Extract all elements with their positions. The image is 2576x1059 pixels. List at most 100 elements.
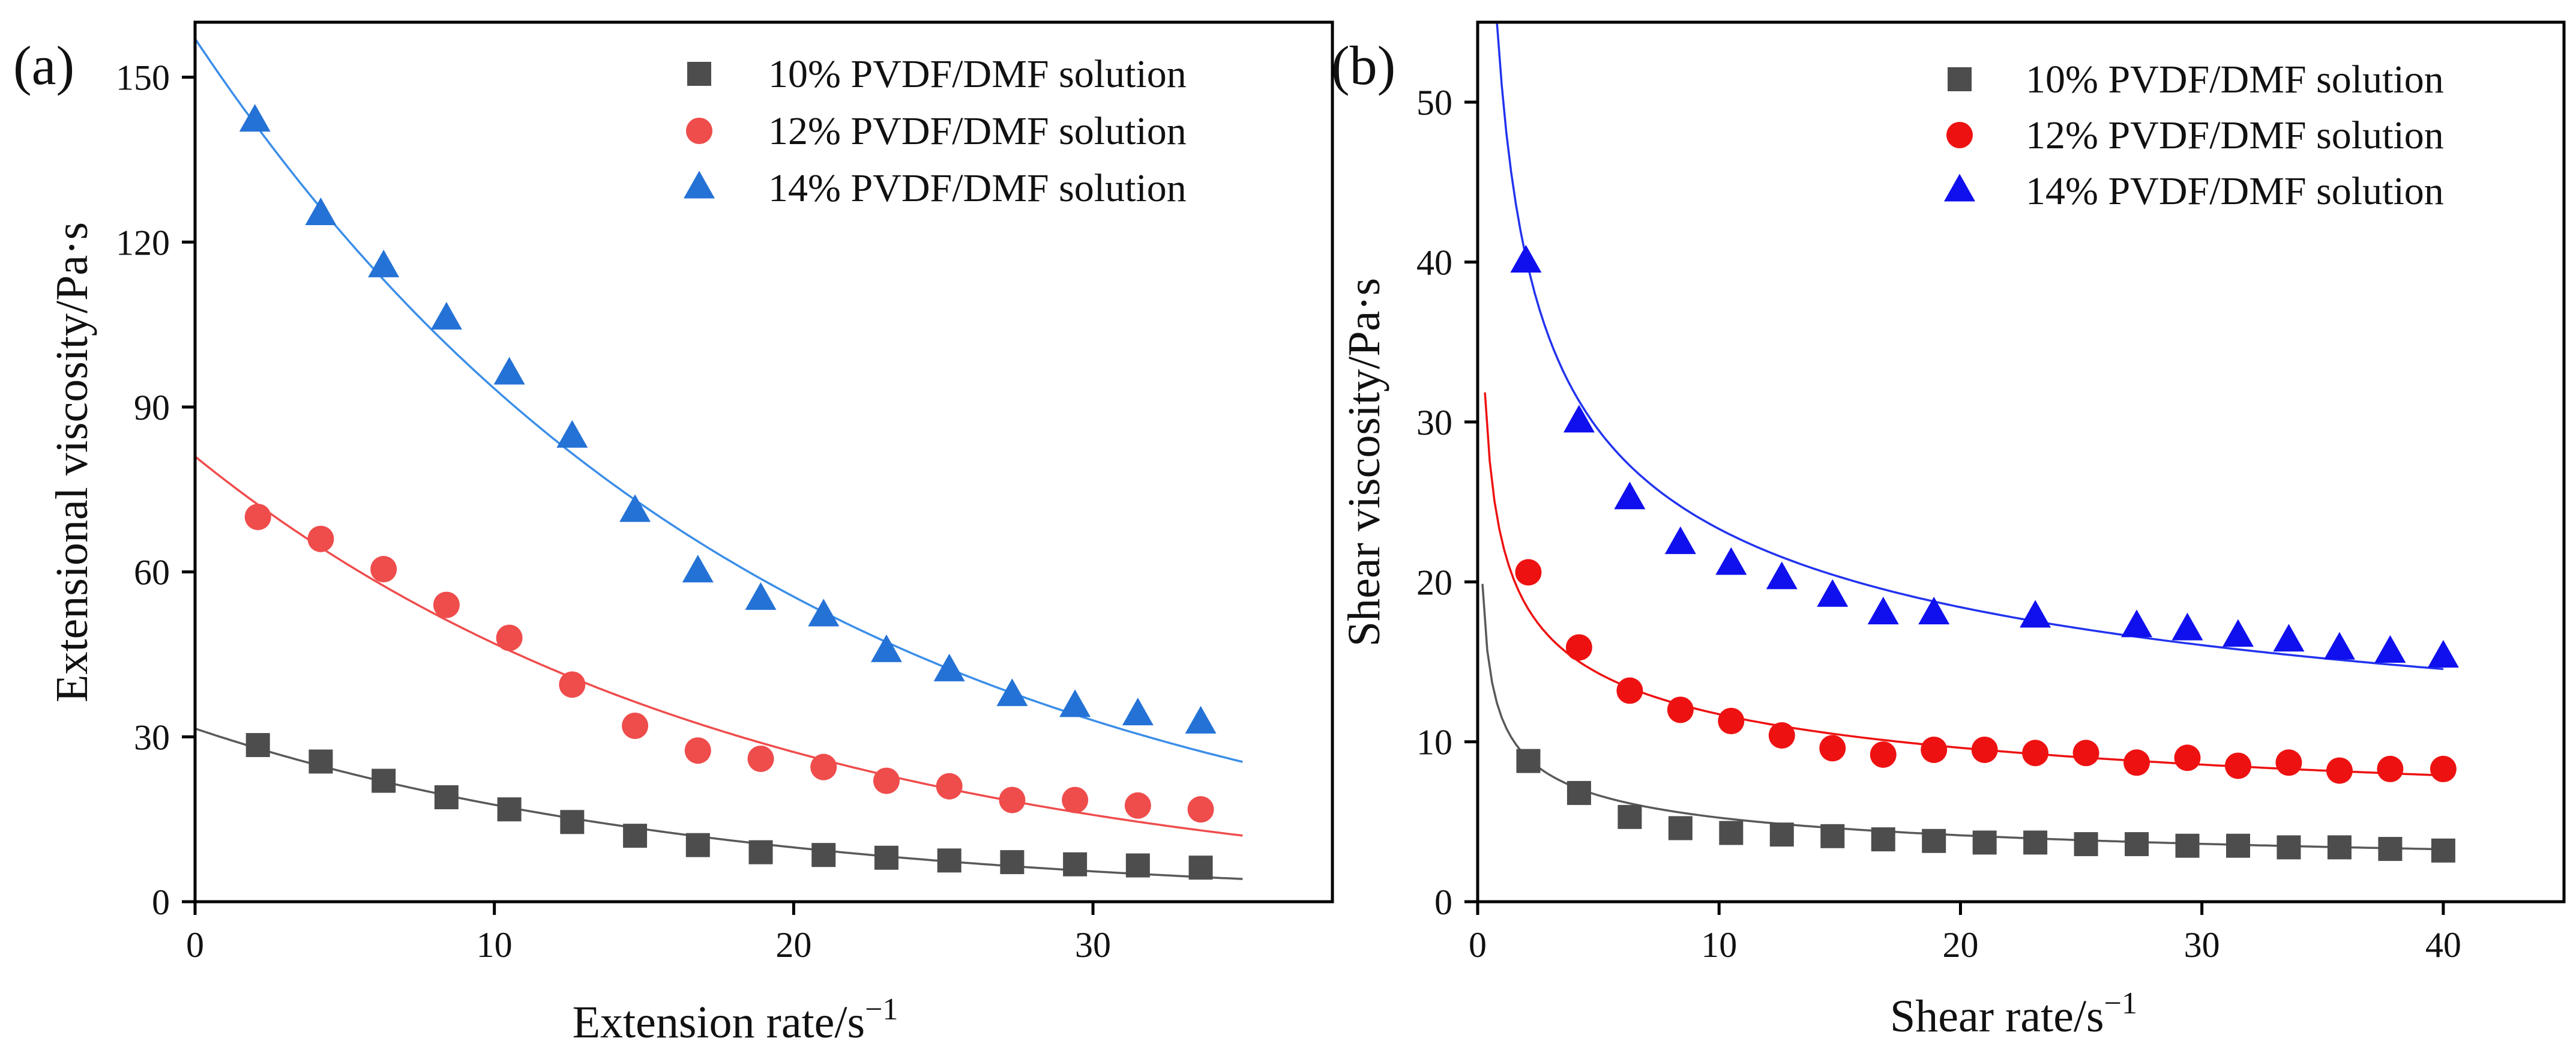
panel-b-series-1-point: [2175, 833, 2200, 858]
panel-a-series-1-point: [1000, 850, 1025, 875]
panel-b-x-tick-label: 30: [2184, 925, 2220, 965]
panel-b-series-1-point: [1618, 804, 1642, 829]
panel-a-series-3-point: [239, 104, 271, 132]
panel-b-legend-marker-2: [1946, 122, 1973, 148]
panel-b-series-3-point: [1715, 547, 1747, 575]
panel-a-series-1-point: [1125, 853, 1150, 878]
panel-a-series-3-point: [808, 599, 840, 627]
panel-b-series-1-point: [2327, 835, 2352, 860]
panel-a-plot-frame: [193, 20, 1334, 904]
panel-b-fit-curve-2: [1484, 392, 2443, 777]
panel-a-chart: 0 10 20 30 0 30 60 90 120 150 (a) Extension rate…: [13, 20, 1334, 1048]
panel-b-series-1-point: [1972, 830, 1997, 855]
panel-b-series-2-point: [2072, 740, 2099, 767]
panel-a-series-2-point: [936, 773, 963, 800]
panel-b-y-tick-label: 50: [1416, 83, 1452, 122]
panel-a-x-tick-label: 30: [1075, 925, 1111, 965]
panel-b-series-3-point: [1918, 597, 1950, 625]
panel-a-series-2-point: [559, 671, 586, 698]
panel-b-series-1-point: [1668, 816, 1693, 840]
panel-b-plot-frame: [1476, 20, 2566, 904]
panel-b-fit-curve-3: [1496, 23, 2444, 671]
panel-b-y-axis-title: Shear viscosity/Pa·s: [1339, 278, 1389, 647]
panel-a-x-axis-title-main: Extension rate/s: [573, 997, 865, 1048]
panel-b-series-2-point: [2275, 749, 2302, 776]
panel-a-series-2-point: [810, 753, 837, 780]
panel-b-x-tick-label: 10: [1701, 925, 1737, 965]
panel-b-legend-label-3: 14% PVDF/DMF solution: [2026, 169, 2444, 213]
panel-a-series-2-point: [370, 556, 397, 583]
panel-b-series-2-point: [1616, 677, 1643, 704]
panel-b-series-1-point: [2226, 833, 2250, 858]
panel-a-y-axis-title: Extensional viscosity/Pa·s: [47, 222, 97, 702]
panel-a-series-1-point: [245, 733, 270, 758]
panel-a-series-1-point: [497, 797, 522, 822]
panel-b-series-3-point: [1510, 245, 1542, 273]
panel-a-series-1-point: [748, 840, 773, 864]
panel-a-series-1-point: [560, 810, 585, 834]
panel-a-series-1-point: [874, 845, 898, 870]
panel-b-series-1-point: [2074, 832, 2098, 857]
panel-a-series-2-point: [496, 624, 523, 651]
panel-b-series-2-point: [1971, 736, 1998, 763]
panel-b-y-tick-label: 40: [1416, 243, 1452, 283]
panel-b-series-1-point: [1922, 828, 1946, 853]
panel-a-series-3-point: [1185, 705, 1217, 734]
panel-b-series-1-point: [1719, 821, 1744, 845]
panel-a-fit-curves: [194, 38, 1243, 880]
panel-b-x-tick-label: 0: [1469, 925, 1487, 965]
panel-b-series-2-point: [2174, 744, 2201, 771]
panel-b-y-tick-label: 20: [1416, 563, 1452, 602]
panel-a-series-1-point: [308, 749, 333, 774]
panel-b-legend-marker-1: [1948, 67, 1972, 91]
panel-a-series-1-point: [1188, 855, 1213, 880]
panel-b-series-1-point: [1820, 824, 1845, 848]
panel-b-series-2-point: [1819, 735, 1846, 762]
panel-b-series-1-point: [1516, 749, 1541, 773]
panel-a-x-tick-label: 20: [775, 925, 811, 965]
panel-a-series-2-point: [433, 591, 460, 618]
panel-b-series-3-point: [1563, 405, 1595, 433]
panel-b-series-2-point: [1515, 559, 1542, 586]
panel-b-series-2-point: [1921, 736, 1948, 763]
panel-a-series-1-point: [1063, 852, 1088, 876]
panel-b-series-1-point: [1871, 827, 1895, 852]
panel-a-legend: 10% PVDF/DMF solution 12% PVDF/DMF soluti…: [684, 52, 1187, 210]
panel-a-series-1-point: [372, 768, 396, 793]
panel-b-series-3-point: [1867, 597, 1899, 625]
panel-b-series-3-point: [2323, 632, 2355, 660]
panel-a-markers: [239, 104, 1217, 880]
panel-b-series-2-point: [2430, 755, 2457, 782]
panel-a-series-3-point: [493, 357, 525, 385]
panel-a-series-3-point: [996, 678, 1028, 707]
panel-b-series-2-point: [2225, 752, 2251, 779]
panel-a-series-3-point: [430, 301, 462, 330]
panel-b-series-1-point: [1769, 822, 1794, 847]
panel-a-legend-label-2: 12% PVDF/DMF solution: [768, 109, 1187, 153]
panel-a-y-tick-label: 0: [152, 882, 170, 922]
panel-a-fit-curve-2: [194, 455, 1243, 837]
panel-b-series-2-point: [2123, 749, 2150, 776]
panel-a-series-2-point: [307, 525, 334, 552]
panel-a-series-3-point: [870, 634, 902, 662]
panel-b-series-1-point: [1566, 780, 1591, 805]
panel-b-legend-marker-3: [1944, 173, 1975, 202]
panel-a-label: (a): [13, 35, 74, 96]
panel-a-series-1-point: [623, 824, 648, 848]
panel-b-series-3-point: [1817, 579, 1849, 607]
panel-b-series-2-point: [1667, 696, 1694, 723]
panel-b-markers: [1510, 245, 2459, 863]
panel-a-series-3-point: [1122, 698, 1154, 726]
panel-a-x-tick-label: 0: [186, 925, 204, 965]
panel-a-x-ticks: 0 10 20 30: [186, 902, 1111, 965]
panel-a-series-2-point: [747, 745, 774, 772]
panel-b-series-2-point: [1565, 634, 1592, 661]
panel-a-series-1-point: [937, 848, 961, 873]
panel-a-series-2-point: [1062, 786, 1089, 813]
panel-b-series-3-point: [2020, 600, 2051, 628]
panel-b-x-axis-title-sup: −1: [2104, 986, 2137, 1021]
panel-a-series-2-point: [244, 504, 271, 531]
panel-a-series-1-point: [685, 833, 710, 857]
panel-b-legend-label-2: 12% PVDF/DMF solution: [2026, 113, 2444, 157]
